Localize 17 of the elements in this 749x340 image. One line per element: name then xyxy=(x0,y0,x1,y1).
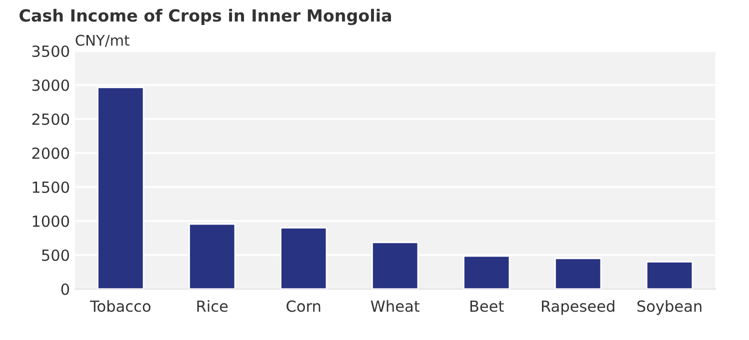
y-tick-label: 2000 xyxy=(32,147,70,160)
y-tick-label: 3500 xyxy=(32,45,70,58)
y-axis-title: CNY/mt xyxy=(76,34,130,47)
x-tick-label: Corn xyxy=(286,300,320,312)
y-tick-label: 2500 xyxy=(32,113,70,126)
x-tick-label: Rapeseed xyxy=(542,300,614,315)
chart-title: Cash Income of Crops in Inner Mongolia xyxy=(20,8,391,26)
x-tick-label: Beet xyxy=(470,300,504,312)
y-tick-label: 1500 xyxy=(32,181,70,194)
y-tick-label: 1000 xyxy=(32,215,70,228)
x-tick-label: Rice xyxy=(197,300,228,312)
x-tick-label: Soybean xyxy=(637,300,702,315)
y-tick-label: 3000 xyxy=(32,79,70,92)
y-tick-label: 500 xyxy=(42,249,70,262)
y-tick-label: 0 xyxy=(61,283,70,296)
x-tick-label: Wheat xyxy=(370,300,420,312)
x-tick-label: Tobacco xyxy=(90,300,150,312)
